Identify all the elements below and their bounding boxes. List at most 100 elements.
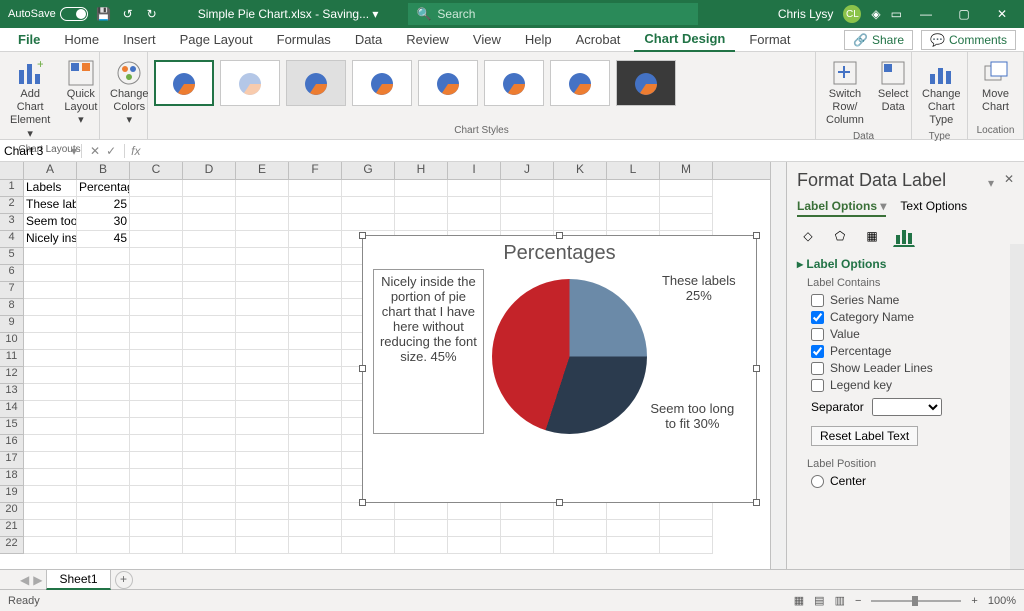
share-button[interactable]: 🔗 Share bbox=[844, 30, 913, 50]
cell[interactable] bbox=[395, 214, 448, 231]
cell[interactable] bbox=[289, 214, 342, 231]
cell[interactable] bbox=[130, 333, 183, 350]
cell[interactable] bbox=[130, 486, 183, 503]
cell[interactable] bbox=[24, 452, 77, 469]
cell[interactable] bbox=[183, 486, 236, 503]
prev-sheet-icon[interactable]: ◀ bbox=[20, 573, 29, 587]
redo-icon[interactable]: ↻ bbox=[144, 6, 160, 22]
cell[interactable] bbox=[607, 197, 660, 214]
row-header[interactable]: 13 bbox=[0, 384, 24, 401]
row-header[interactable]: 12 bbox=[0, 367, 24, 384]
cell[interactable] bbox=[236, 384, 289, 401]
cell[interactable] bbox=[289, 299, 342, 316]
col-header[interactable]: C bbox=[130, 162, 183, 179]
cell[interactable] bbox=[24, 520, 77, 537]
cell[interactable] bbox=[342, 197, 395, 214]
tab-formulas[interactable]: Formulas bbox=[267, 28, 341, 51]
cell[interactable] bbox=[130, 180, 183, 197]
cell[interactable] bbox=[395, 520, 448, 537]
cell[interactable] bbox=[501, 537, 554, 554]
user-name[interactable]: Chris Lysy bbox=[778, 7, 834, 21]
cell[interactable]: 25 bbox=[77, 197, 130, 214]
cell[interactable] bbox=[342, 520, 395, 537]
chk-value[interactable]: Value bbox=[811, 327, 1014, 341]
cell[interactable] bbox=[448, 214, 501, 231]
save-icon[interactable]: 💾 bbox=[96, 6, 112, 22]
autosave-toggle[interactable]: AutoSave bbox=[8, 7, 88, 21]
reset-label-text-button[interactable]: Reset Label Text bbox=[811, 426, 918, 446]
cell[interactable] bbox=[289, 367, 342, 384]
cell[interactable] bbox=[236, 333, 289, 350]
tab-data[interactable]: Data bbox=[345, 28, 392, 51]
tab-view[interactable]: View bbox=[463, 28, 511, 51]
row-header[interactable]: 21 bbox=[0, 520, 24, 537]
cell[interactable] bbox=[130, 418, 183, 435]
cell[interactable] bbox=[236, 299, 289, 316]
cell[interactable] bbox=[236, 180, 289, 197]
select-all-corner[interactable] bbox=[0, 162, 24, 179]
col-header[interactable]: D bbox=[183, 162, 236, 179]
cell[interactable] bbox=[395, 180, 448, 197]
cell[interactable] bbox=[236, 316, 289, 333]
cell[interactable] bbox=[130, 401, 183, 418]
fx-icon[interactable]: fx bbox=[125, 144, 146, 158]
cell[interactable] bbox=[183, 503, 236, 520]
cell[interactable] bbox=[24, 384, 77, 401]
cell[interactable] bbox=[660, 503, 713, 520]
cell[interactable] bbox=[130, 367, 183, 384]
cell[interactable] bbox=[289, 180, 342, 197]
separator-select[interactable] bbox=[872, 398, 942, 416]
maximize-button[interactable]: ▢ bbox=[950, 7, 978, 21]
view-page-layout-icon[interactable]: ▤ bbox=[814, 594, 824, 607]
cell[interactable] bbox=[660, 197, 713, 214]
cell[interactable] bbox=[289, 520, 342, 537]
cell[interactable] bbox=[236, 435, 289, 452]
cell[interactable] bbox=[289, 384, 342, 401]
cell[interactable] bbox=[130, 282, 183, 299]
move-chart-button[interactable]: Move Chart bbox=[972, 58, 1019, 116]
cell[interactable] bbox=[554, 180, 607, 197]
cell[interactable] bbox=[130, 435, 183, 452]
cell[interactable] bbox=[236, 520, 289, 537]
tab-page-layout[interactable]: Page Layout bbox=[170, 28, 263, 51]
cell[interactable] bbox=[183, 469, 236, 486]
cell[interactable] bbox=[183, 299, 236, 316]
cell[interactable] bbox=[130, 469, 183, 486]
data-label-selected[interactable]: Nicely inside the portion of pie chart t… bbox=[373, 269, 484, 434]
cell[interactable] bbox=[607, 503, 660, 520]
cell[interactable] bbox=[236, 214, 289, 231]
cell[interactable] bbox=[77, 503, 130, 520]
chart-style-6[interactable] bbox=[484, 60, 544, 106]
zoom-level[interactable]: 100% bbox=[988, 595, 1016, 607]
cell[interactable] bbox=[236, 282, 289, 299]
cell[interactable] bbox=[183, 180, 236, 197]
cell[interactable] bbox=[77, 401, 130, 418]
cell[interactable] bbox=[24, 418, 77, 435]
sheet-tab-sheet1[interactable]: Sheet1 bbox=[46, 569, 110, 590]
chk-legend-key[interactable]: Legend key bbox=[811, 378, 1014, 392]
cell[interactable] bbox=[183, 316, 236, 333]
close-button[interactable]: ✕ bbox=[988, 7, 1016, 21]
row-header[interactable]: 6 bbox=[0, 265, 24, 282]
cell[interactable] bbox=[289, 333, 342, 350]
effects-icon[interactable]: ⬠ bbox=[829, 225, 851, 247]
cell[interactable] bbox=[183, 214, 236, 231]
cell[interactable] bbox=[24, 435, 77, 452]
cell[interactable] bbox=[183, 401, 236, 418]
view-page-break-icon[interactable]: ▥ bbox=[835, 594, 845, 607]
cell[interactable] bbox=[77, 248, 130, 265]
cell[interactable] bbox=[77, 452, 130, 469]
cell[interactable] bbox=[554, 520, 607, 537]
cell[interactable] bbox=[130, 231, 183, 248]
cell[interactable] bbox=[289, 435, 342, 452]
row-header[interactable]: 2 bbox=[0, 197, 24, 214]
cell[interactable] bbox=[342, 180, 395, 197]
cell[interactable] bbox=[130, 537, 183, 554]
cell[interactable] bbox=[24, 503, 77, 520]
row-header[interactable]: 14 bbox=[0, 401, 24, 418]
zoom-in-button[interactable]: + bbox=[971, 595, 977, 607]
cell[interactable] bbox=[448, 180, 501, 197]
cell[interactable] bbox=[24, 469, 77, 486]
chart-style-8[interactable] bbox=[616, 60, 676, 106]
zoom-out-button[interactable]: − bbox=[855, 595, 861, 607]
